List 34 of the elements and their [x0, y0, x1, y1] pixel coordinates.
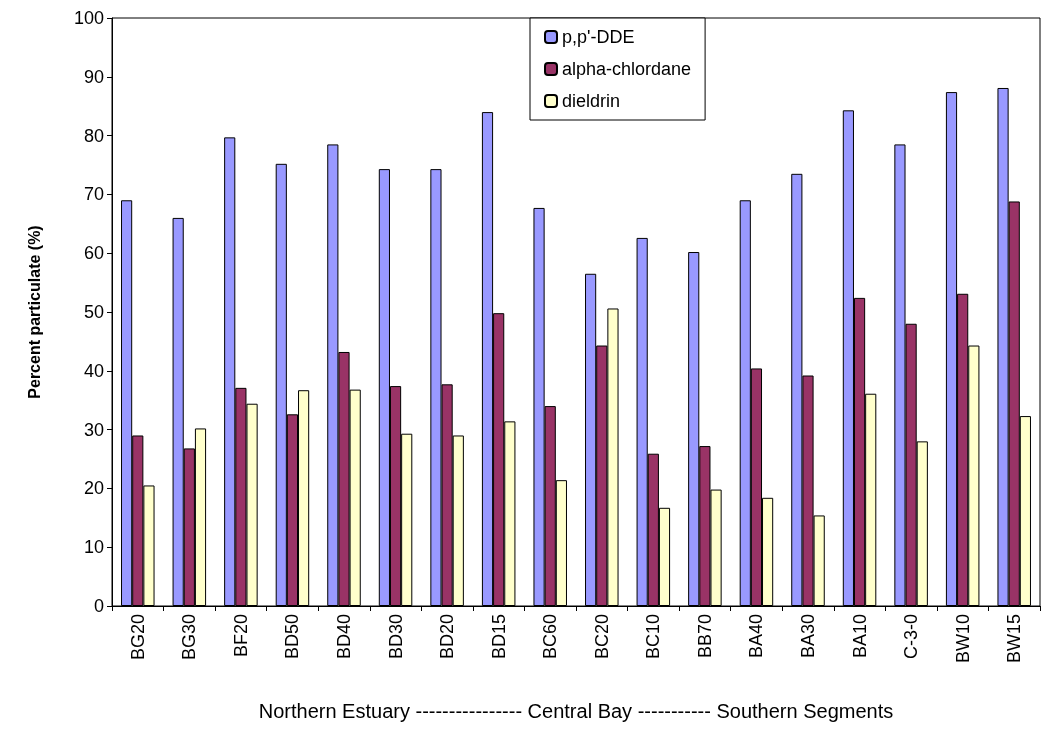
y-tick-label: 80	[83, 125, 104, 146]
y-tick-label: 70	[83, 184, 104, 205]
x-tick-label: BB70	[694, 614, 715, 659]
y-tick-label: 60	[83, 243, 104, 264]
legend-label: dieldrin	[562, 91, 621, 111]
y-tick-label: 20	[83, 478, 104, 499]
x-tick-label: BC10	[643, 614, 664, 660]
y-tick-label: 10	[83, 537, 104, 558]
x-tick-label: BG20	[127, 614, 148, 661]
x-tick-label: BD20	[437, 614, 458, 660]
x-tick-label: BA40	[746, 614, 767, 659]
y-tick-label: 30	[83, 419, 104, 440]
legend-label: alpha-chlordane	[562, 59, 692, 79]
y-tick-label: 40	[83, 360, 104, 381]
x-tick-label: BG30	[179, 614, 200, 661]
y-tick-label: 90	[83, 66, 104, 87]
x-tick-label: BD40	[334, 614, 354, 660]
legend-label: p,p'-DDE	[562, 27, 635, 47]
x-tick-label: BA10	[849, 614, 870, 659]
y-axis-title: Percent particulate (%)	[25, 225, 43, 399]
y-tick-label: 0	[93, 596, 104, 616]
y-tick-label: 50	[83, 302, 104, 322]
x-tick-label: BD30	[385, 614, 406, 660]
x-tick-label: BW10	[952, 614, 973, 664]
x-tick-label: BC20	[591, 614, 612, 660]
x-tick-label: BF20	[230, 614, 251, 658]
x-axis-title: Northern Estuary ---------------- Central Bay ----------- Southern Segments	[258, 700, 894, 722]
x-tick-label: BD50	[282, 614, 303, 660]
x-tick-label: C-3-0	[901, 614, 922, 660]
x-tick-label: BC60	[540, 614, 561, 660]
x-tick-label: BD15	[488, 614, 509, 660]
x-tick-label: BW15	[1004, 614, 1025, 664]
x-tick-label: BA30	[798, 614, 818, 659]
y-tick-label: 100	[73, 8, 104, 28]
